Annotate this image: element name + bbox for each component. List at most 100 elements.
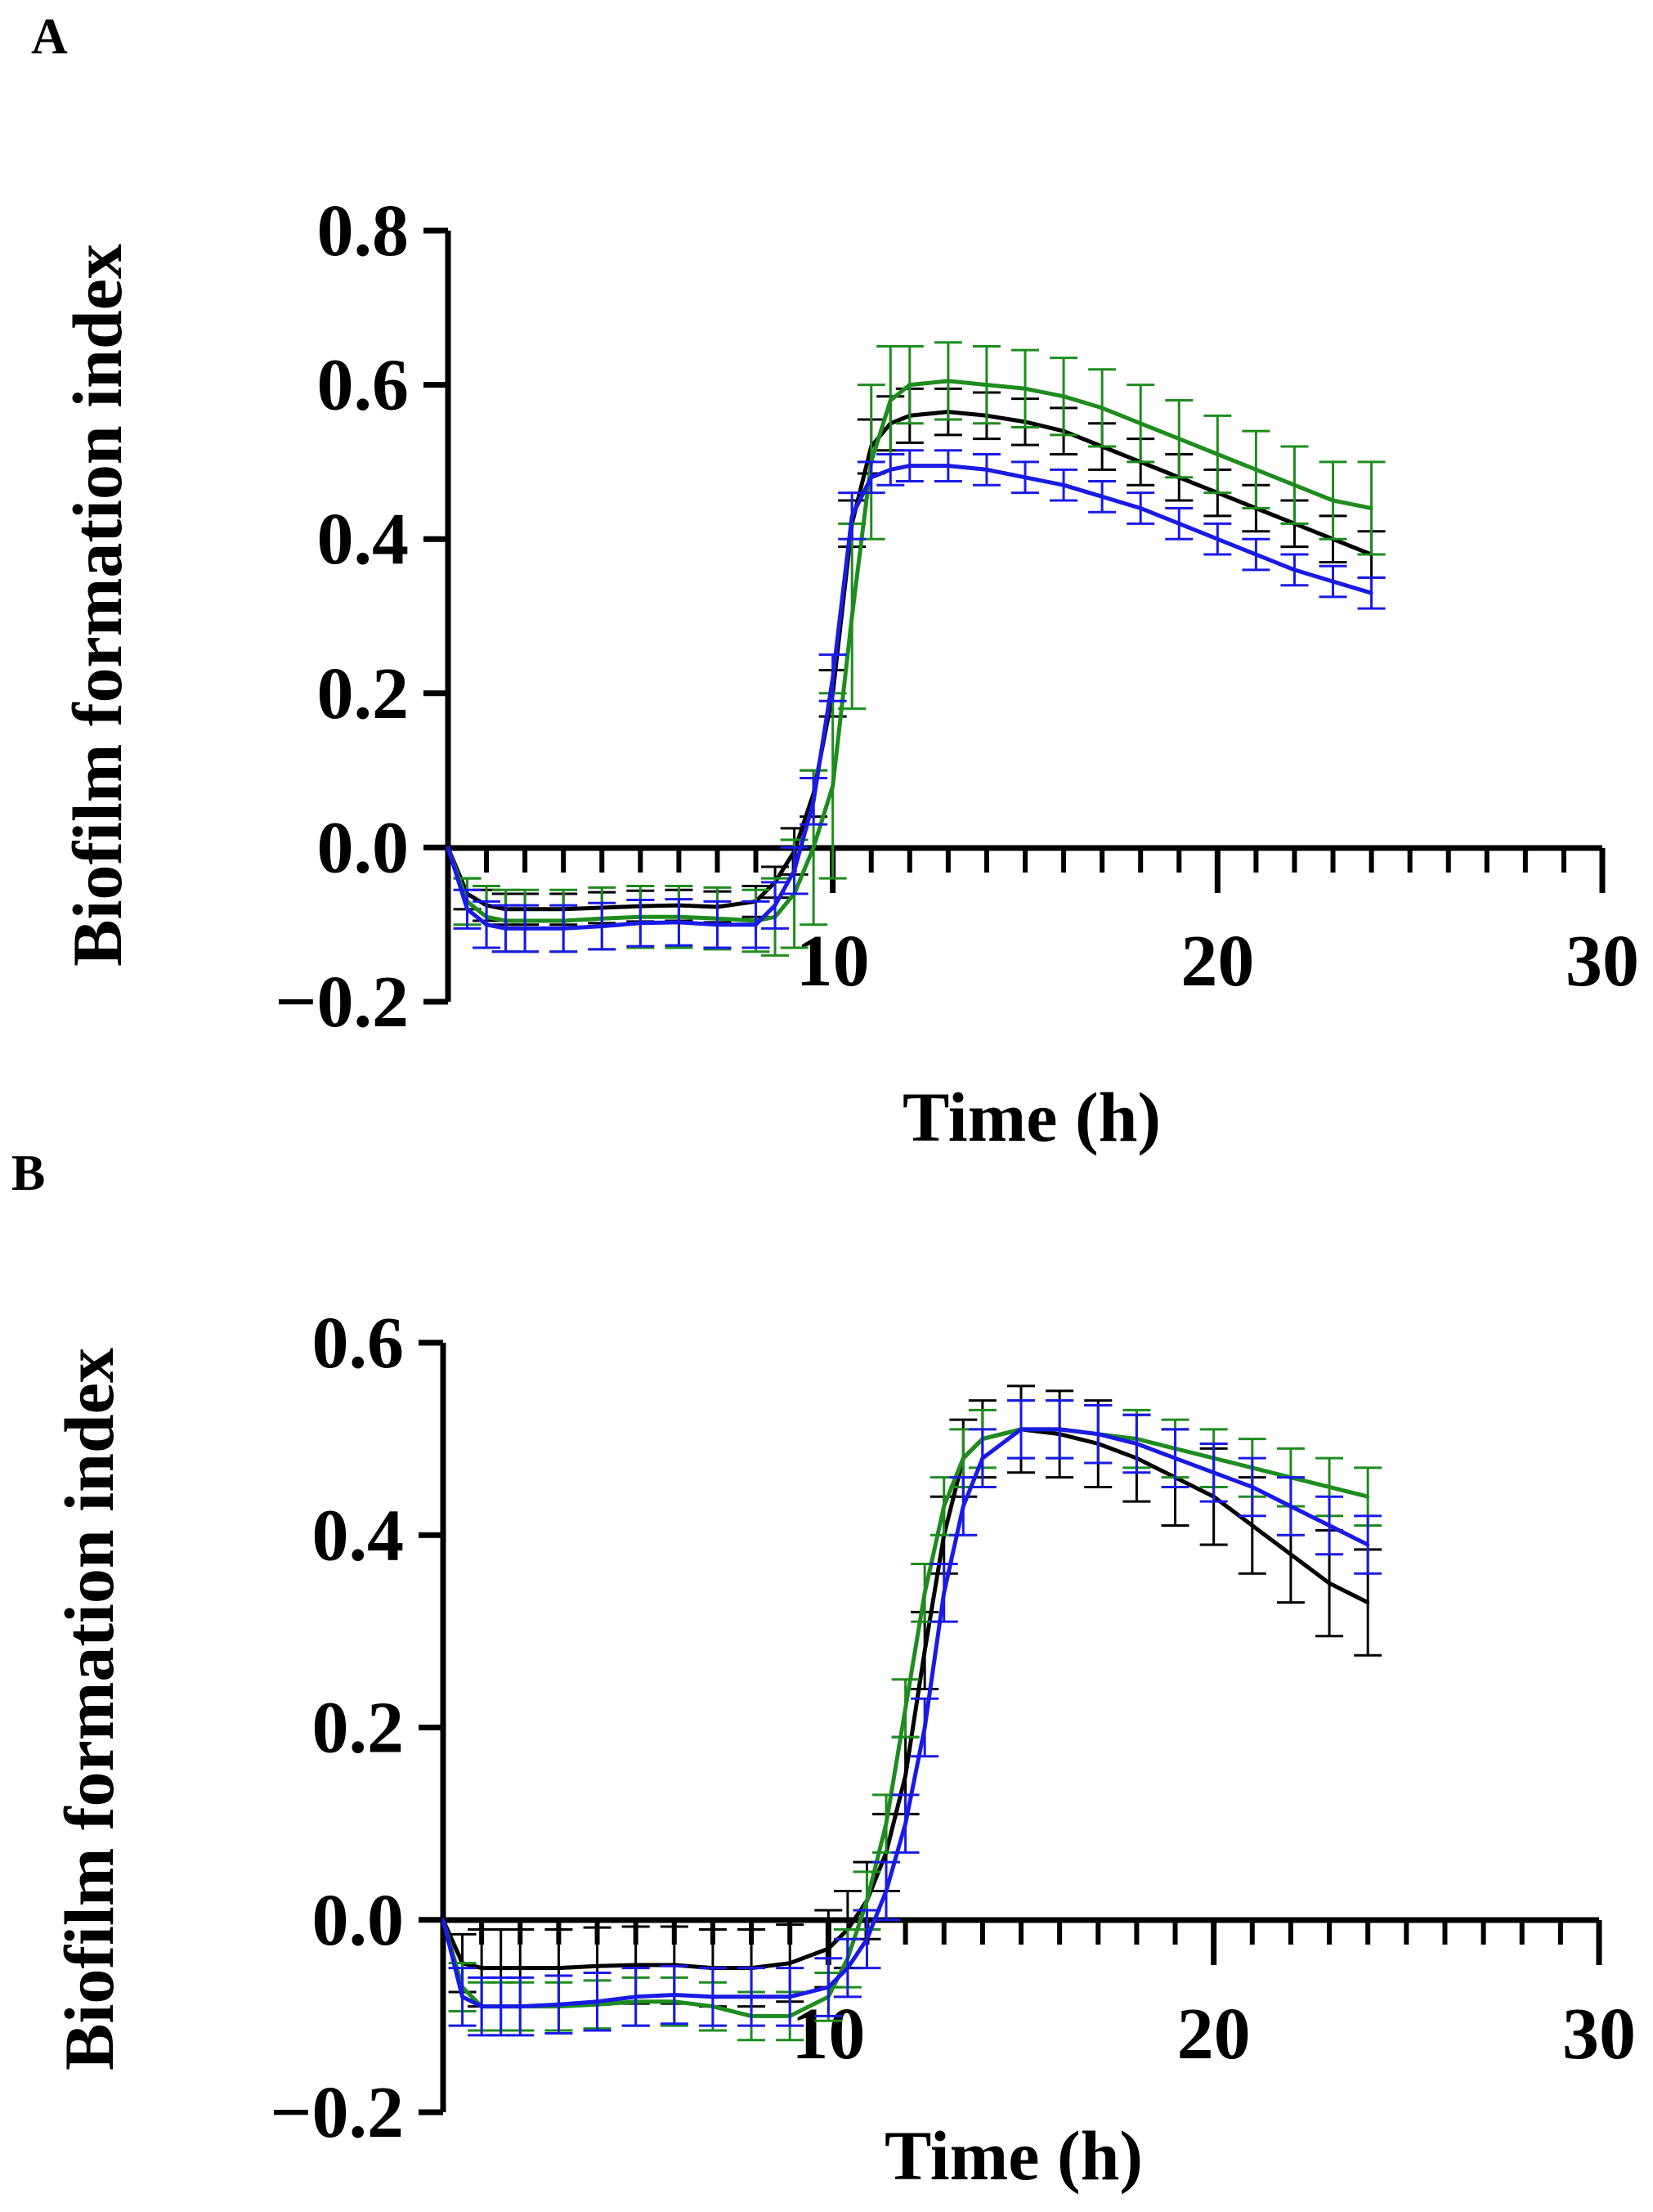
data-point-blue xyxy=(710,1994,715,1999)
x-tick-label: 10 xyxy=(796,921,870,1002)
data-point-blue xyxy=(812,799,816,803)
data-point-blue xyxy=(600,924,604,928)
data-point-green xyxy=(923,1591,927,1595)
data-point-blue xyxy=(1254,553,1258,557)
data-point-blue xyxy=(889,468,893,472)
data-point-green xyxy=(946,379,950,383)
data-point-green xyxy=(831,783,835,787)
data-point-black xyxy=(788,1961,792,1965)
series-blue xyxy=(446,449,1386,953)
data-point-blue xyxy=(826,1985,831,1990)
panel-a: A −0.2 0.0 0.2 0.4 0.6 0.8 10 20 30 Time (h) Biofil… xyxy=(31,9,1639,1156)
data-point-blue xyxy=(518,2004,522,2008)
data-point-blue xyxy=(499,2004,503,2008)
data-point-blue xyxy=(942,1591,946,1595)
data-point-black xyxy=(499,1966,503,1970)
data-point-blue xyxy=(1139,506,1143,510)
y-tick-label: 0.6 xyxy=(312,1303,405,1384)
y-axis-title: Biofilm formation index xyxy=(58,244,137,967)
data-point-blue xyxy=(1062,483,1066,487)
panel-label: B xyxy=(11,1146,45,1201)
x-axis-title: Time (h) xyxy=(903,1078,1161,1156)
data-point-green xyxy=(1292,483,1297,487)
data-point-blue xyxy=(831,675,835,680)
data-point-green xyxy=(1369,506,1373,510)
data-point-blue xyxy=(869,475,873,479)
data-point-blue xyxy=(984,468,988,472)
data-point-blue xyxy=(980,1456,984,1460)
y-tick-label: 0.6 xyxy=(317,345,410,426)
data-point-green xyxy=(907,383,912,387)
data-point-blue xyxy=(465,907,469,911)
data-point-blue xyxy=(903,1822,907,1826)
data-point-blue xyxy=(850,514,854,518)
x-tick-label: 30 xyxy=(1562,1994,1636,2075)
data-point-blue xyxy=(1292,568,1297,572)
data-point-blue xyxy=(441,1918,445,1922)
data-point-blue xyxy=(1096,1432,1100,1436)
data-point-blue xyxy=(1216,537,1220,541)
data-point-green xyxy=(812,846,816,850)
x-tick-label: 30 xyxy=(1566,921,1639,1002)
x-tick-label: 20 xyxy=(1180,921,1254,1002)
data-point-blue xyxy=(1024,475,1027,479)
data-point-blue xyxy=(961,1504,965,1508)
data-point-green xyxy=(942,1504,946,1508)
data-point-blue xyxy=(562,927,566,931)
data-point-blue xyxy=(1058,1427,1062,1431)
data-point-blue xyxy=(634,1994,638,1999)
data-point-blue xyxy=(1177,522,1181,526)
data-point-blue xyxy=(1328,1523,1332,1528)
data-point-green xyxy=(1139,421,1143,425)
data-point-blue xyxy=(845,1966,849,1970)
data-point-blue xyxy=(672,1993,676,1997)
y-tick-label: 0.0 xyxy=(317,807,410,888)
data-point-blue xyxy=(1173,1456,1177,1460)
data-point-green xyxy=(1062,394,1066,398)
y-tick-label: 0.8 xyxy=(317,191,410,271)
data-point-blue xyxy=(480,2004,484,2008)
y-tick-label: 0.4 xyxy=(312,1495,405,1576)
data-point-blue xyxy=(1369,591,1373,595)
data-point-black xyxy=(518,1966,522,1970)
data-point-blue xyxy=(595,1999,599,2003)
data-point-blue xyxy=(1366,1543,1370,1547)
series-blue xyxy=(441,1399,1382,2037)
data-point-green xyxy=(1100,406,1104,410)
data-point-blue xyxy=(1250,1485,1254,1489)
data-point-green xyxy=(850,614,854,618)
data-point-blue xyxy=(446,846,450,850)
data-point-blue xyxy=(715,922,719,927)
data-point-blue xyxy=(1331,580,1335,584)
data-point-green xyxy=(903,1706,907,1710)
data-point-black xyxy=(480,1966,484,1970)
data-point-blue xyxy=(788,1994,792,1999)
data-point-black xyxy=(826,1947,831,1951)
data-point-blue xyxy=(1288,1504,1292,1508)
data-point-blue xyxy=(907,464,912,468)
data-point-blue xyxy=(754,922,758,927)
data-point-blue xyxy=(792,868,796,873)
data-point-green xyxy=(885,1822,889,1826)
data-point-green xyxy=(865,1899,869,1903)
y-tick-label: 0.0 xyxy=(312,1880,405,1961)
data-point-green xyxy=(1216,452,1220,456)
data-point-blue xyxy=(885,1889,889,1893)
data-point-green xyxy=(961,1456,965,1460)
data-point-black xyxy=(557,1966,561,1970)
data-point-green xyxy=(1366,1495,1370,1499)
data-point-blue xyxy=(1019,1427,1023,1431)
data-point-blue xyxy=(750,1994,754,1999)
x-tick-label: 20 xyxy=(1177,1994,1251,2075)
y-axis-title: Biofilm formation index xyxy=(50,1348,128,2071)
data-point-black xyxy=(634,1963,638,1967)
data-point-blue xyxy=(504,927,508,931)
y-tick-label: −0.2 xyxy=(275,962,409,1043)
data-point-blue xyxy=(1135,1442,1139,1446)
data-point-black xyxy=(1288,1552,1292,1556)
data-point-blue xyxy=(1100,495,1104,499)
data-point-blue xyxy=(523,927,527,931)
data-point-blue xyxy=(946,464,950,468)
